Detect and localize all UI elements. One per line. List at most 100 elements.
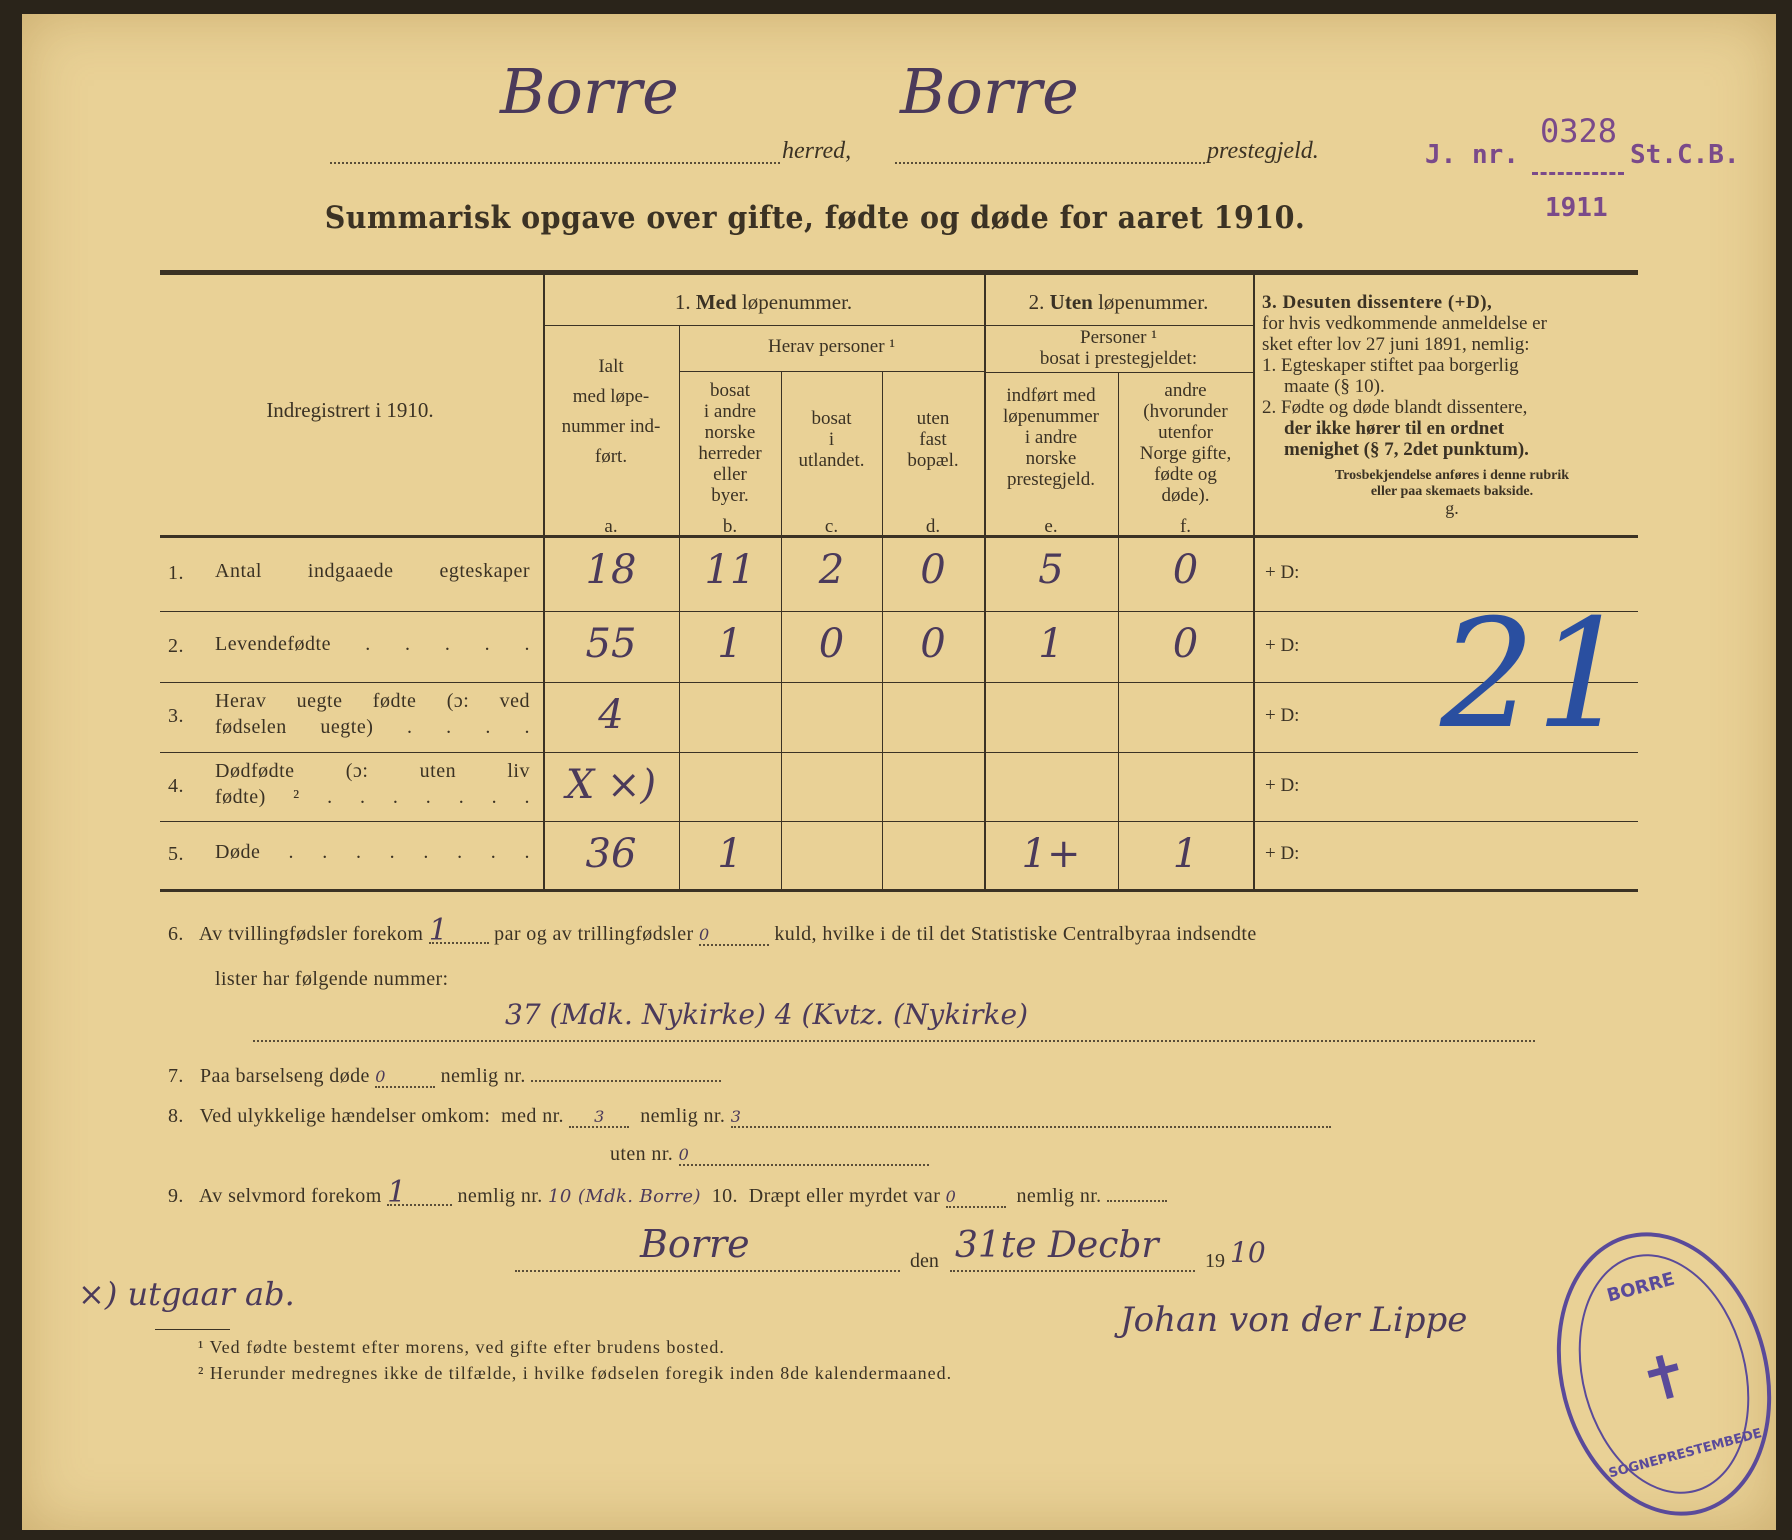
- cell-f: 1: [1172, 831, 1199, 877]
- footnote-rule: [155, 1329, 230, 1330]
- cell-e: 1: [1038, 621, 1064, 667]
- row-label: fødselen uegte) . . . .: [215, 716, 530, 738]
- col-f-header: andre (hvorunder utenfor Norge gifte, fødte …: [1118, 380, 1253, 506]
- col-e-line: i andre: [1024, 427, 1078, 448]
- twin-list-numbers: 37 (Mdk. Nykirke) 4 (Kvtz. (Nykirke): [505, 998, 1028, 1031]
- prestegjeld-handwritten: Borre: [900, 55, 1079, 128]
- col-c-header: bosat i utlandet.: [781, 408, 882, 471]
- group1-bold: Med: [695, 290, 737, 314]
- col-d-line: fast: [919, 429, 947, 450]
- suicide-numbers: 10 (Mdk. Borre): [548, 1186, 701, 1207]
- col-e-line: norske: [1025, 448, 1077, 469]
- cell-d: 0: [920, 547, 946, 593]
- group2-sub-line: Personer ¹: [1080, 327, 1157, 348]
- row-label: Døde . . . . . . . .: [215, 841, 530, 863]
- item-text: nemlig nr.: [440, 1065, 526, 1087]
- col-d-line: uten: [916, 408, 950, 429]
- col-divider: [1118, 372, 1119, 889]
- col-b-line: i andre: [703, 401, 757, 422]
- rule: [679, 371, 984, 372]
- herav-personer-header: Herav personer ¹: [767, 336, 896, 357]
- item-num: 6.: [168, 923, 184, 945]
- item-6-cont: lister har følgende nummer:: [215, 968, 449, 990]
- item-text: Ved ulykkelige hændelser omkom:: [199, 1105, 491, 1127]
- herred-line: [330, 162, 780, 164]
- col-e-header: indført med løpenummer i andre norske preste…: [984, 385, 1118, 490]
- row-label: Dødfødte (ɔ: uten liv: [215, 760, 530, 782]
- col-f-line: døde).: [1161, 485, 1210, 506]
- accident-numbers-value: 3: [730, 1107, 1331, 1128]
- herred-handwritten: Borre: [500, 55, 679, 128]
- cell-a: X ×): [565, 762, 657, 808]
- col-g-line: der ikke hører til en ordnet: [1284, 418, 1505, 439]
- item-num: 10.: [711, 1185, 738, 1207]
- col-divider: [1253, 275, 1255, 889]
- item-8: 8. Ved ulykkelige hændelser omkom: med n…: [168, 1105, 1331, 1128]
- row-number: 1.: [168, 562, 184, 584]
- item-8-uten: uten nr. 0: [610, 1143, 929, 1166]
- date-den: den: [910, 1250, 939, 1272]
- margin-note: ×) utgaar ab.: [78, 1275, 295, 1313]
- col-g-header: 3. Desuten dissentere (+D), for hvis ved…: [1262, 292, 1642, 517]
- row-rule: [160, 821, 1638, 822]
- cell-a: 36: [585, 831, 637, 877]
- item-text: par og av trillingfødsler: [494, 923, 694, 945]
- item-text: med nr.: [501, 1105, 564, 1127]
- col-d-line: bopæl.: [907, 450, 959, 471]
- accident-without-nr-value: 0: [678, 1145, 929, 1166]
- dissenter-cell: + D:: [1265, 562, 1300, 583]
- cell-e: 1+: [1021, 831, 1081, 877]
- table-top-rule: [160, 270, 1638, 275]
- cell-e: 5: [1038, 547, 1064, 593]
- journal-stamp-prefix: J. nr.: [1425, 140, 1519, 170]
- handwritten-overlay-number: 21: [1440, 588, 1631, 762]
- col-e-line: prestegjeld.: [1006, 469, 1096, 490]
- date-line: [950, 1270, 1195, 1272]
- signer-signature: Johan von der Lippe: [1120, 1300, 1468, 1340]
- table-bottom-rule: [160, 889, 1638, 892]
- group2-sub-line: bosat i prestegjeldet:: [1039, 348, 1198, 369]
- col-b-line: norske: [704, 422, 756, 443]
- col-g-note-line: eller paa skemaets bakside.: [1370, 484, 1534, 499]
- rule: [543, 325, 984, 326]
- col-b-header: bosat i andre norske herreder eller byer.: [679, 380, 781, 506]
- group2-num: 2.: [1028, 290, 1045, 314]
- prestegjeld-label: prestegjeld.: [1207, 138, 1319, 164]
- col-b-line: bosat: [709, 380, 751, 401]
- item-9: 9. Av selvmord forekom 1 nemlig nr. 10 (…: [168, 1178, 1167, 1208]
- col-divider: [984, 275, 986, 889]
- col-f-line: (hvorunder: [1143, 401, 1228, 422]
- cell-f: 0: [1172, 621, 1199, 667]
- row-number: 2.: [168, 634, 184, 657]
- form-title: Summarisk opgave over gifte, fødte og dø…: [324, 200, 1306, 236]
- rule: [984, 325, 1253, 326]
- group1-header: 1. Med løpenummer.: [543, 292, 984, 313]
- cell-b: 11: [704, 547, 756, 593]
- cell-b: 1: [717, 831, 743, 877]
- item-num: 7.: [168, 1065, 184, 1087]
- col-e-line: indført med: [1006, 385, 1096, 406]
- col-f-line: Norge gifte,: [1139, 443, 1232, 464]
- footnote-2: ² Herunder medregnes ikke de tilfælde, i…: [198, 1363, 953, 1383]
- col-a-line: med løpe-: [572, 386, 650, 407]
- item-text: Paa barselseng døde: [200, 1065, 370, 1087]
- col-g-line: maate (§ 10).: [1284, 376, 1385, 397]
- item-text: kuld, hvilke i de til det Statistiske Ce…: [774, 923, 1257, 945]
- row-number: 3.: [168, 705, 184, 727]
- row-rule: [160, 611, 1638, 612]
- row-rule: [160, 682, 1638, 683]
- item-text: Av selvmord forekom: [198, 1185, 382, 1207]
- col-a-letter: a.: [604, 516, 618, 537]
- col-a-line: Ialt: [598, 356, 624, 377]
- row-header-label: Indregistrert i 1910.: [266, 398, 434, 422]
- triplets-value: 0: [698, 925, 769, 946]
- row-rule: [160, 752, 1638, 753]
- row-number: 4.: [168, 774, 184, 797]
- row-label: Herav uegte fødte (ɔ: ved: [215, 690, 530, 712]
- col-b-letter: b.: [722, 516, 738, 537]
- col-g-head: 3. Desuten dissentere (+D),: [1262, 292, 1493, 313]
- col-d-letter: d.: [925, 516, 941, 537]
- item-num: 9.: [168, 1185, 184, 1207]
- dissenter-cell: + D:: [1265, 843, 1300, 864]
- year-handwritten: 10: [1230, 1236, 1266, 1269]
